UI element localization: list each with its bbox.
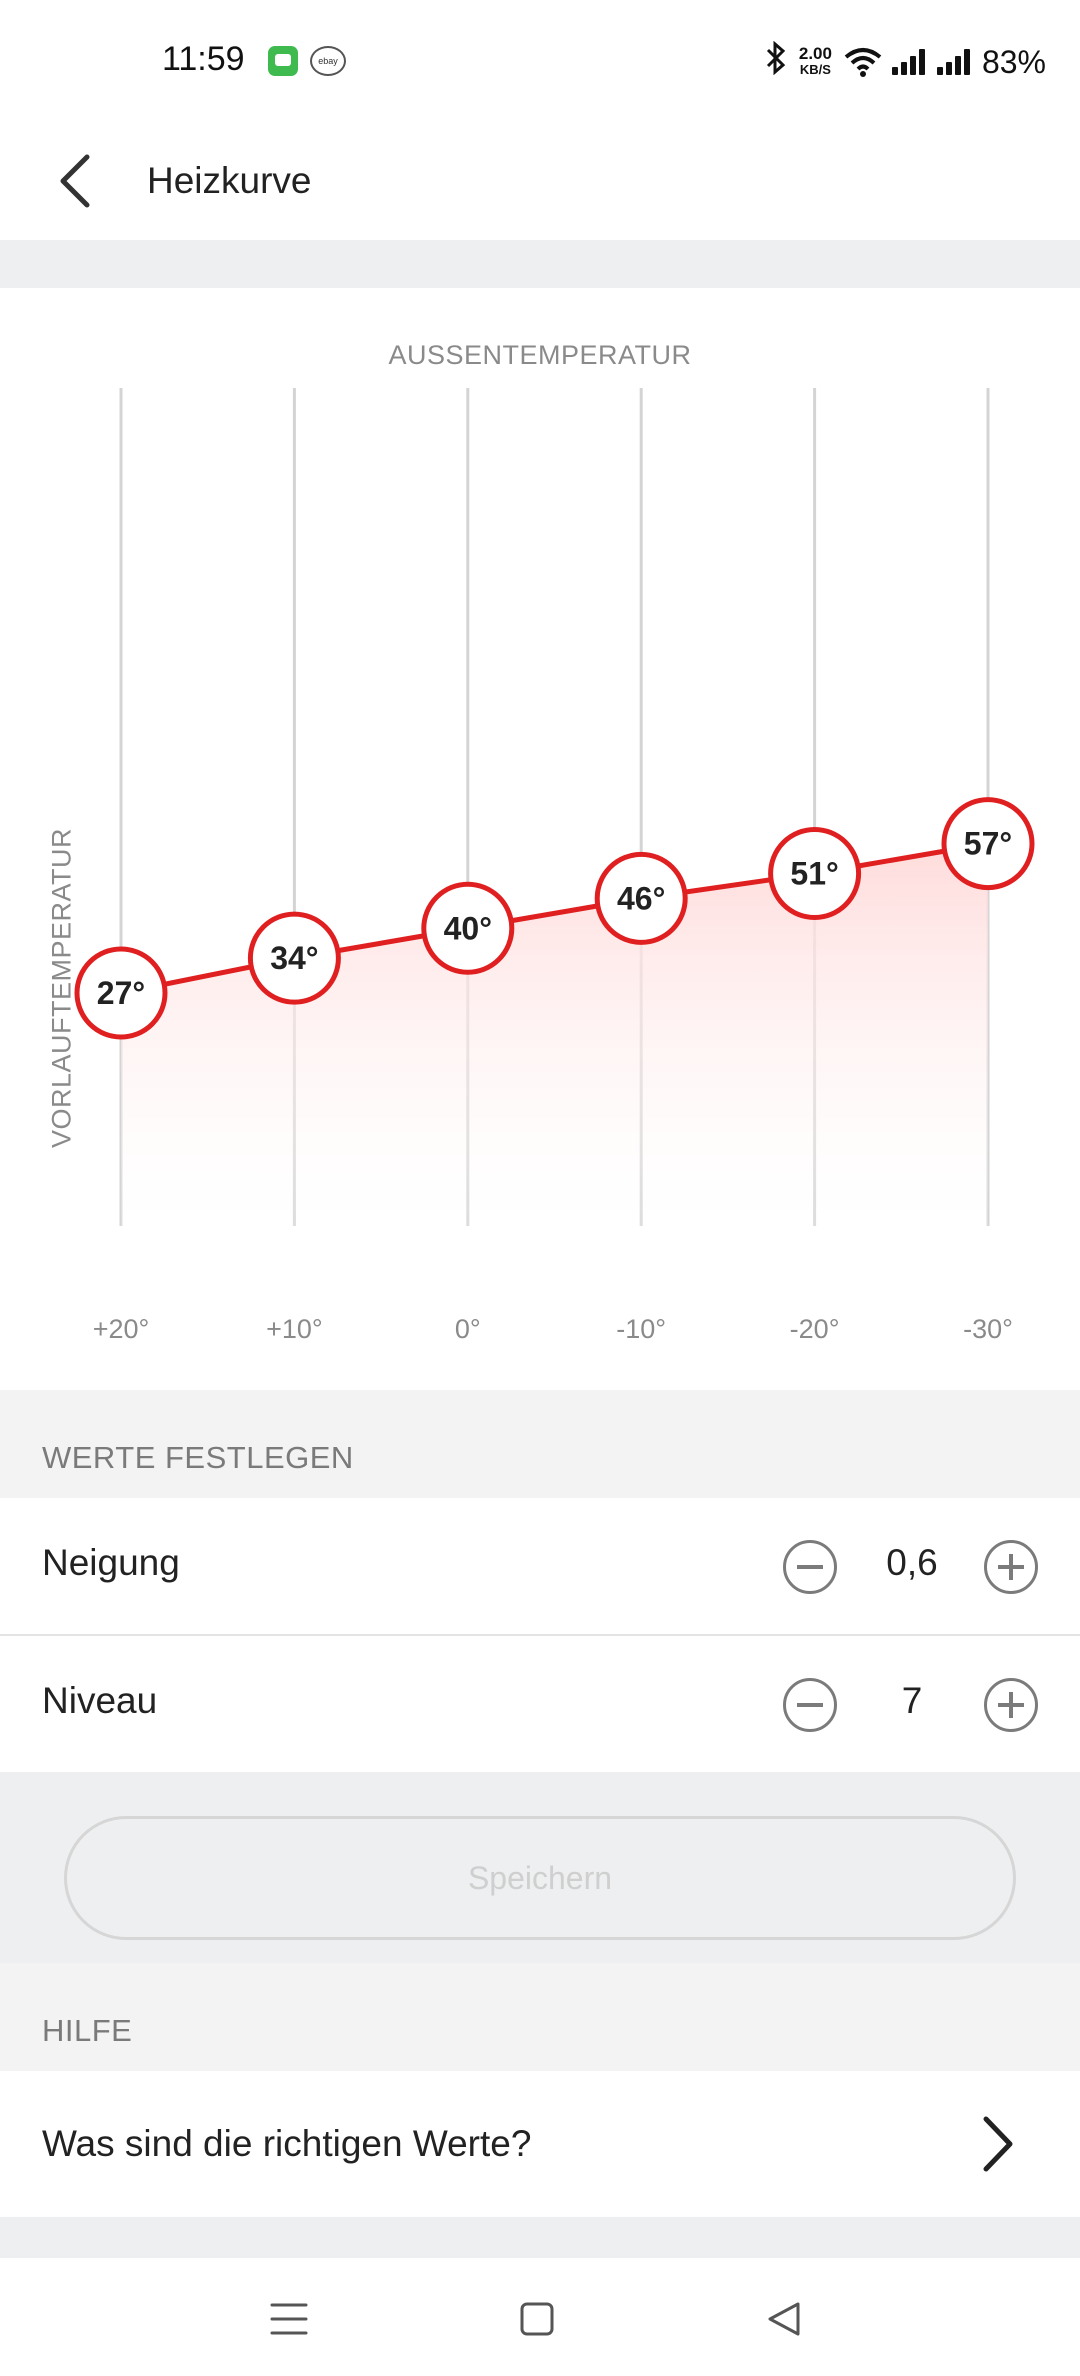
niveau-row: Niveau 7	[0, 1636, 1080, 1773]
cell-signal-icon	[891, 49, 925, 75]
y-axis-title: VORLAUFTEMPERATUR	[46, 827, 77, 1149]
curve-point	[768, 826, 862, 920]
section-title-help: HILFE	[42, 2013, 133, 2048]
section-header-help: HILFE	[0, 1963, 1080, 2071]
point-label: 46°	[617, 880, 665, 916]
wifi-icon	[844, 47, 882, 77]
system-nav-bar	[0, 2258, 1080, 2376]
niveau-value: 7	[901, 1680, 923, 1721]
status-icons: 2.00 KB/S 83%	[765, 40, 1046, 84]
network-speed-value: 2.00	[798, 44, 832, 63]
neigung-row: Neigung 0,6	[0, 1498, 1080, 1635]
help-item-label: Was sind die richtigen Werte?	[42, 2123, 532, 2164]
back-triangle-icon	[768, 2302, 800, 2336]
menu-button[interactable]	[264, 2294, 314, 2344]
chat-app-icon	[268, 46, 298, 76]
home-button[interactable]	[512, 2294, 562, 2344]
x-tick-label: 0°	[455, 1314, 481, 1344]
x-tick-label: -30°	[963, 1314, 1013, 1344]
status-time: 11:59	[162, 40, 245, 78]
curve-area-fill	[121, 843, 988, 1226]
chevron-left-icon	[60, 154, 90, 208]
help-item-correct-values[interactable]: Was sind die richtigen Werte?	[0, 2071, 1080, 2217]
curve-point	[247, 911, 341, 1005]
save-button[interactable]: Speichern	[64, 1816, 1016, 1940]
niveau-decrease-button[interactable]	[783, 1678, 837, 1732]
point-label: 34°	[270, 940, 318, 976]
network-speed: 2.00 KB/S	[798, 44, 832, 78]
x-tick-label: -10°	[616, 1314, 666, 1344]
status-bar: 11:59 ebay 2.00 KB/S 83%	[0, 0, 1080, 124]
section-title-settings: WERTE FESTLEGEN	[42, 1440, 354, 1475]
cell-signal-icon	[936, 49, 970, 75]
curve-point	[74, 946, 168, 1040]
chevron-right-icon	[983, 2116, 1013, 2172]
section-header-settings: WERTE FESTLEGEN	[0, 1390, 1080, 1498]
back-nav-button[interactable]	[760, 2294, 810, 2344]
chart-svg: 27° 34° 40° 46° 51° 57° +20° +10° 0° -10° -20° -30…	[74, 388, 1035, 1344]
row-divider	[0, 1634, 1080, 1636]
back-button[interactable]	[40, 136, 110, 226]
ebay-kleinanzeigen-icon: ebay	[310, 46, 346, 76]
home-icon	[520, 2302, 554, 2336]
battery-percent: 83%	[981, 43, 1046, 80]
curve-point	[421, 881, 515, 975]
x-tick-label: +10°	[266, 1314, 323, 1344]
point-label: 40°	[444, 910, 492, 946]
niveau-increase-button[interactable]	[984, 1678, 1038, 1732]
niveau-label: Niveau	[42, 1680, 158, 1721]
divider-band	[0, 240, 1080, 288]
menu-icon	[270, 2303, 308, 2335]
app-bar: Heizkurve	[0, 124, 1080, 240]
heating-curve-chart: 27° 34° 40° 46° 51° 57° +20° +10° 0° -10° -20° -30…	[0, 288, 1080, 1390]
save-area: Speichern	[0, 1772, 1080, 1963]
neigung-label: Neigung	[42, 1542, 180, 1583]
x-tick-label: -20°	[790, 1314, 840, 1344]
bluetooth-icon	[765, 40, 787, 83]
point-label: 57°	[964, 826, 1012, 862]
x-tick-label: +20°	[93, 1314, 150, 1344]
neigung-decrease-button[interactable]	[783, 1540, 837, 1594]
divider-band	[0, 2217, 1080, 2258]
neigung-value: 0,6	[886, 1542, 938, 1583]
point-label: 27°	[97, 975, 145, 1011]
curve-point	[941, 797, 1035, 891]
curve-point	[594, 851, 688, 945]
x-axis-title: AUSSENTEMPERATUR	[388, 340, 692, 370]
point-label: 51°	[790, 855, 838, 891]
network-speed-unit: KB/S	[799, 62, 831, 77]
neigung-increase-button[interactable]	[984, 1540, 1038, 1594]
page-title: Heizkurve	[147, 160, 312, 201]
